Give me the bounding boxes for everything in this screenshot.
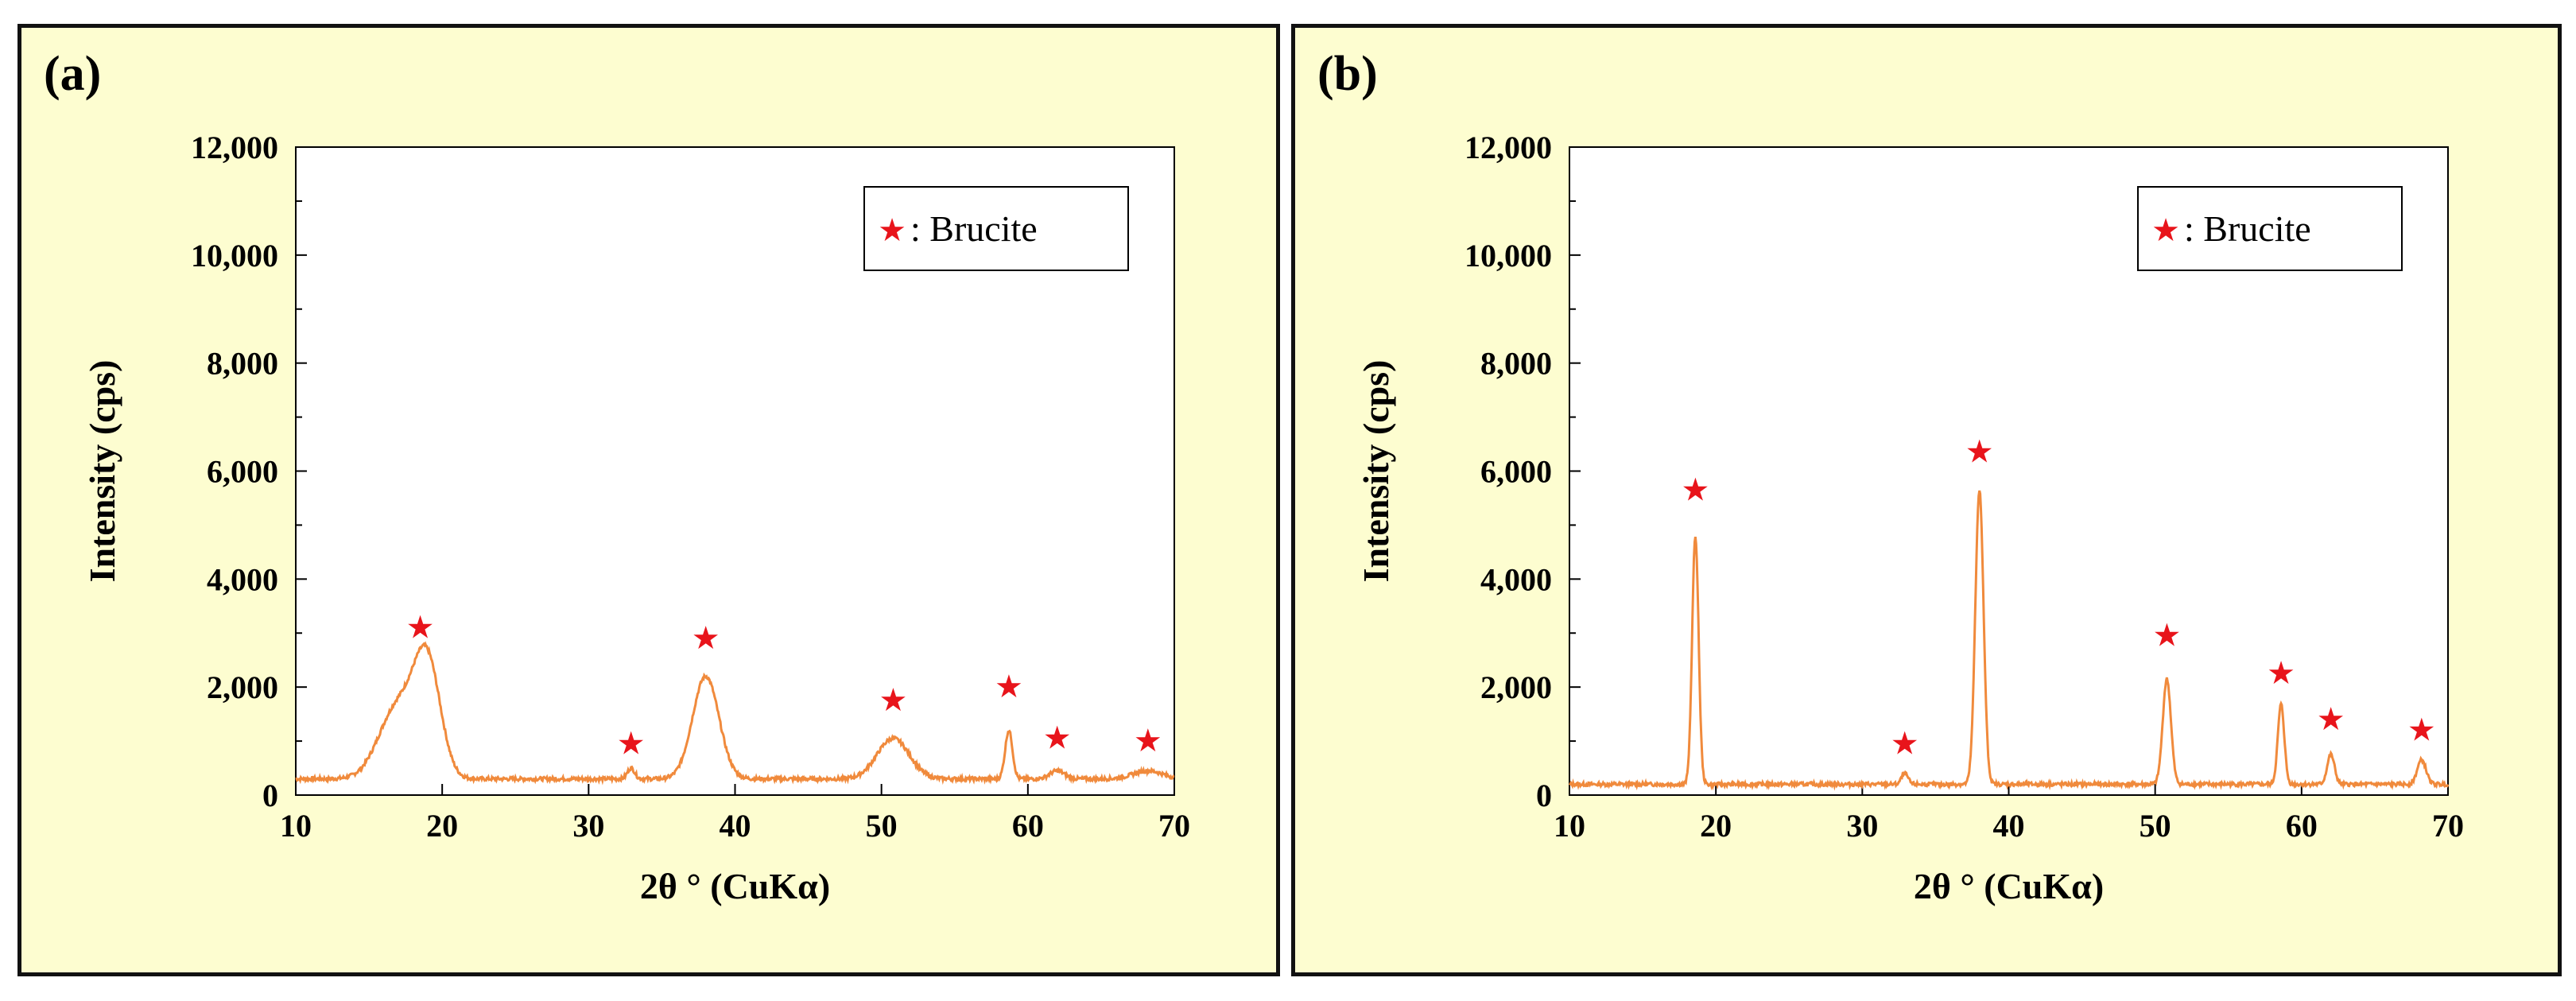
xrd-chart-a: (a) 0 2,000 4,000 6,000 8,000 10,000 12,000 10 20… [44, 47, 1190, 906]
x-tick-label: 40 [720, 808, 751, 844]
brucite-star-marker: ★ [2407, 712, 2436, 748]
y-tick-label: 0 [262, 778, 278, 813]
x-tick-label: 10 [1554, 808, 1585, 844]
xrd-chart-b: (b) 0 2,000 4,000 6,000 8,000 10,000 12,000 10 20… [1317, 47, 2464, 906]
xrd-series-line [1569, 490, 2450, 791]
legend-box [2137, 186, 2403, 271]
y-tick-label: 0 [1536, 778, 1552, 813]
brucite-star-marker: ★ [2317, 701, 2345, 737]
legend: ★: Brucite [2137, 186, 2403, 271]
y-tick-label: 8,000 [1480, 346, 1552, 382]
y-tick-label: 10,000 [191, 238, 278, 274]
y-tick-label: 2,000 [207, 669, 278, 705]
xrd-series-line [295, 641, 1175, 786]
chart-panel-b: (b) 0 2,000 4,000 6,000 8,000 10,000 12,000 10 20… [1291, 24, 2562, 976]
y-tick-label: 10,000 [1465, 238, 1552, 274]
brucite-star-marker: ★ [1134, 723, 1162, 759]
y-tick-label: 6,000 [1480, 454, 1552, 490]
x-tick-label: 10 [280, 808, 312, 844]
x-tick-label: 30 [1846, 808, 1878, 844]
x-tick-label: 50 [2140, 808, 2171, 844]
brucite-star-marker: ★ [2152, 618, 2181, 654]
y-tick-label: 12,000 [1465, 130, 1552, 165]
brucite-star-marker: ★ [1681, 471, 1709, 507]
brucite-star-marker: ★ [1891, 725, 1919, 761]
x-tick-label: 20 [1700, 808, 1732, 844]
y-tick-label: 4,000 [1480, 561, 1552, 597]
x-axis-title: 2θ ° (CuKα) [640, 866, 830, 906]
x-tick-label: 20 [426, 808, 458, 844]
legend-label: : Brucite [910, 208, 1038, 249]
y-axis-title: Intensity (cps) [82, 360, 122, 583]
legend-star-icon: ★ [2151, 212, 2180, 248]
brucite-star-marker: ★ [1043, 720, 1072, 756]
brucite-star-marker: ★ [617, 725, 646, 761]
brucite-star-marker: ★ [406, 609, 435, 645]
legend-box [863, 186, 1129, 271]
legend-star-icon: ★ [878, 212, 906, 248]
x-tick-label: 70 [2432, 808, 2464, 844]
x-axis-title: 2θ ° (CuKα) [1914, 866, 2104, 906]
legend: ★: Brucite [863, 186, 1129, 271]
x-tick-label: 50 [866, 808, 898, 844]
x-tick-label: 60 [2286, 808, 2318, 844]
y-tick-label: 12,000 [191, 130, 278, 165]
y-tick-label: 8,000 [207, 346, 278, 382]
brucite-star-marker: ★ [1965, 434, 1994, 470]
brucite-star-marker: ★ [2267, 655, 2295, 691]
brucite-star-marker: ★ [692, 620, 720, 656]
chart-panel-a: (a) 0 2,000 4,000 6,000 8,000 10,000 12,000 10 20… [17, 24, 1280, 976]
y-axis-title: Intensity (cps) [1356, 360, 1396, 583]
brucite-star-marker: ★ [995, 669, 1023, 704]
y-tick-label: 4,000 [207, 561, 278, 597]
x-tick-label: 70 [1158, 808, 1190, 844]
panel-label: (b) [1317, 47, 1378, 101]
y-tick-label: 6,000 [207, 454, 278, 490]
x-tick-label: 40 [1993, 808, 2025, 844]
panel-label: (a) [44, 47, 101, 101]
x-tick-label: 30 [572, 808, 604, 844]
y-tick-label: 2,000 [1480, 669, 1552, 705]
legend-label: : Brucite [2184, 208, 2311, 249]
brucite-star-marker: ★ [879, 682, 907, 718]
x-tick-label: 60 [1012, 808, 1044, 844]
